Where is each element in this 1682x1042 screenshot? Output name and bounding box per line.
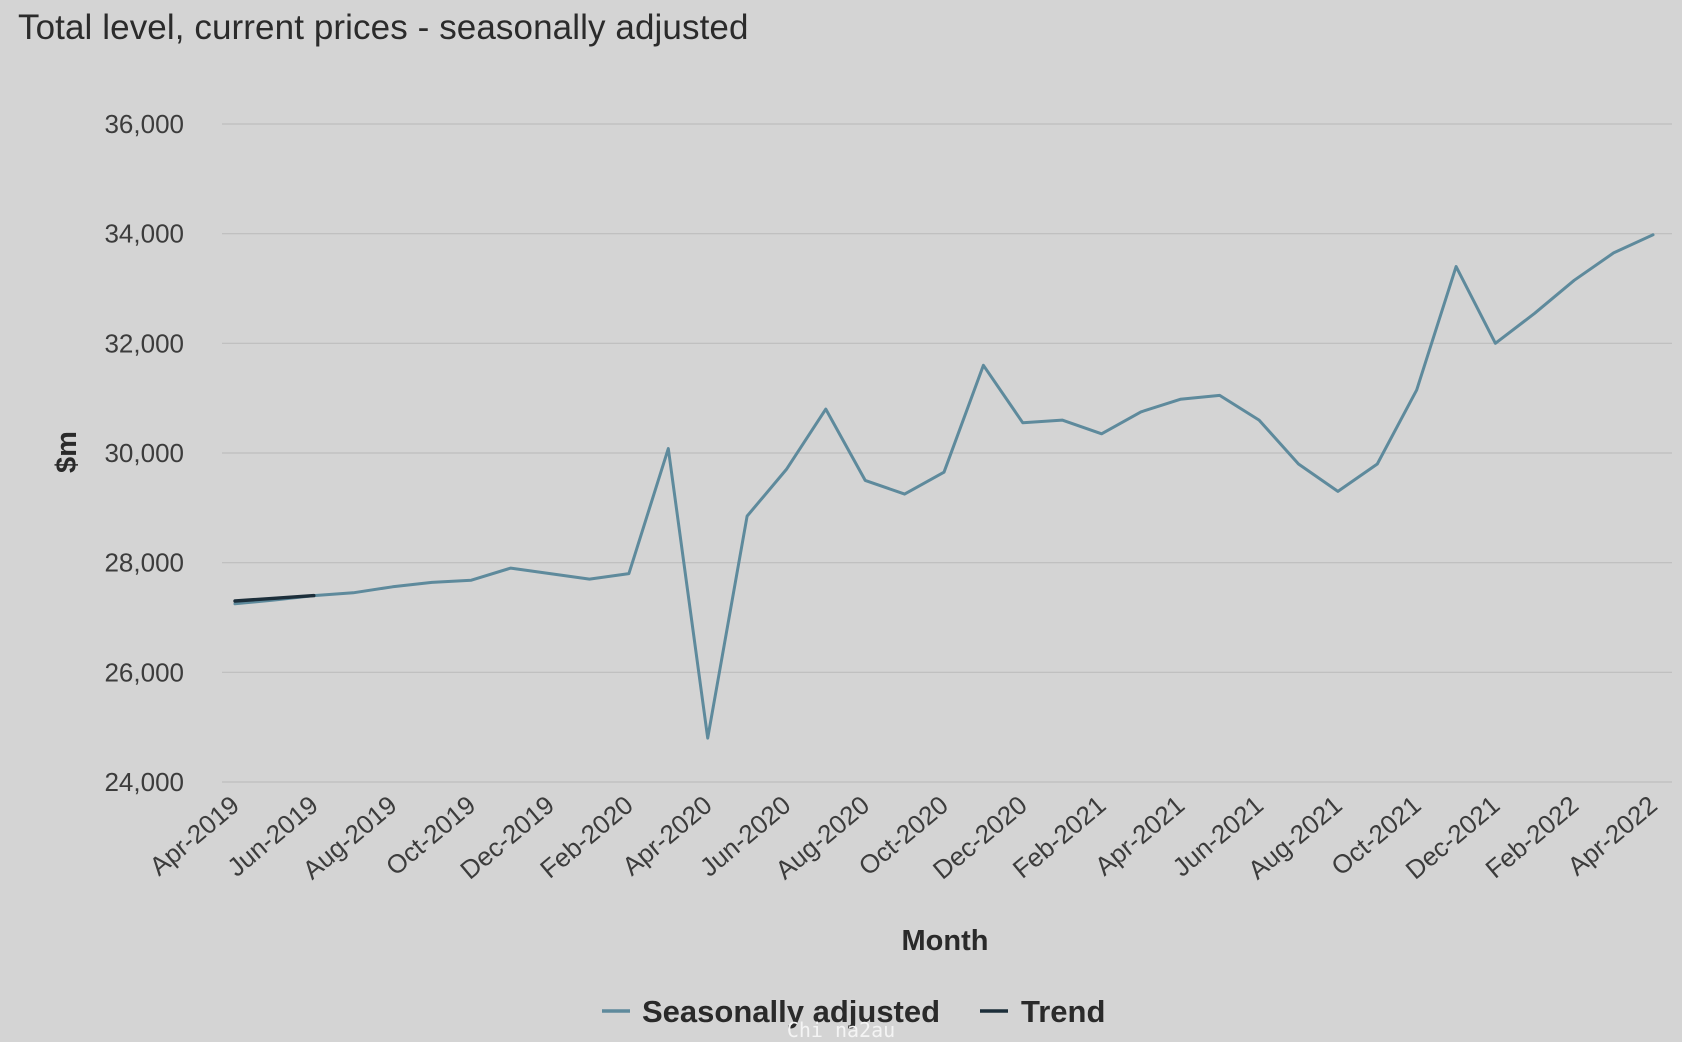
y-tick-label: 32,000 — [104, 328, 184, 358]
y-tick-label: 28,000 — [104, 548, 184, 578]
y-tick-label: 24,000 — [104, 767, 184, 797]
series-line-trend — [233, 593, 316, 603]
y-tick-label: 34,000 — [104, 219, 184, 249]
legend-label: Trend — [1021, 994, 1105, 1029]
y-axis-ticks: 24,000 26,000 28,000 30,000 32,000 34,000 36,0… — [104, 109, 184, 797]
x-tick-label: Apr-2022 — [1562, 790, 1663, 882]
x-axis-title: Month — [902, 925, 989, 957]
y-axis-title: $m — [51, 431, 83, 473]
y-tick-label: 30,000 — [104, 438, 184, 468]
x-axis-ticks: Apr-2019Jun-2019Aug-2019Oct-2019Dec-2019… — [144, 790, 1663, 885]
gridlines — [222, 123, 1672, 783]
legend-label: Seasonally adjusted — [642, 994, 940, 1029]
chart-title: Total level, current prices - seasonally… — [18, 8, 749, 47]
legend: Seasonally adjusted Trend — [602, 994, 1105, 1029]
y-tick-label: 26,000 — [104, 657, 184, 687]
series-line-seasonally-adjusted — [233, 233, 1655, 740]
series-lines — [233, 233, 1655, 740]
y-tick-label: 36,000 — [104, 109, 184, 139]
watermark-text: Chi na2au — [787, 1018, 895, 1042]
